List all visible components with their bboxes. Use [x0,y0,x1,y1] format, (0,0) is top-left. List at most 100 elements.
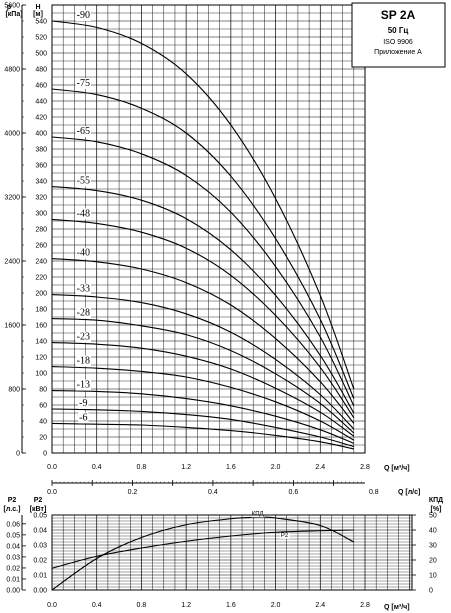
head-curve-label-bg [75,208,91,220]
head-curve-label: -28 [77,308,90,319]
head-curve [51,366,355,441]
pump-frequency: 50 Гц [388,26,409,35]
eff-tick-label: 10 [429,573,437,580]
h-tick-label: 160 [35,323,47,330]
head-curve-label-bg [78,398,89,409]
h-tick-label: 20 [39,435,47,442]
q-ls-tick-label: 0.4 [208,489,218,496]
h-tick-label: 400 [35,131,47,138]
pump-annex: Приложение А [374,49,422,56]
head-curve-label-bg [75,175,91,187]
h-tick-label: 200 [35,291,47,298]
h-tick-label: 280 [35,227,47,234]
p2-hp-tick-label: 0.04 [6,543,20,550]
p-tick-label: 4800 [4,67,20,74]
power-curve-label-bg [250,511,265,518]
axis-unit-labels: p [кПа] H [м] Q [м³/ч] Q [л/с] P2 [л.с.]… [4,4,444,611]
eff-tick-label: 30 [429,543,437,550]
h-tick-label: 0 [43,451,47,458]
power-curves: P2 КПД [51,511,355,591]
h-tick-label: 120 [35,355,47,362]
pump-model: SP 2A [381,8,416,22]
p2-hp-tick-label: 0.02 [6,565,20,572]
h-tick-label: 380 [35,147,47,154]
p2-kw-axis-unit: [кВт] [30,506,47,513]
h-tick-label: 220 [35,275,47,282]
head-curve [51,408,354,448]
eff-tick-label: 50 [429,513,437,520]
p-tick-label: 1600 [4,323,20,330]
q-tick-label: 1.6 [226,464,236,471]
head-curve-label-bg [75,78,91,89]
head-curve-label: -65 [77,126,90,137]
q-ls-tick-label: 0.6 [289,489,299,496]
head-curve-label: -18 [77,356,90,367]
q-tick-label: 0.8 [137,602,147,609]
power-curve [51,516,355,591]
head-curves: -90 -75 -65 -55 -48 -40 -33 -28 -23 -18 -13 -9 -6 [51,10,355,450]
q-tick-label: 1.2 [181,464,191,471]
q-ls-tick-label: 0.2 [128,489,138,496]
head-curve [51,294,355,430]
power-curve-label: P2 [281,533,289,539]
h-tick-label: 40 [39,419,47,426]
q-tick-label: 2.8 [360,464,370,471]
head-grid [51,4,366,454]
h-tick-label: 100 [35,371,47,378]
q-ls-axis-label: Q [л/с] [398,489,420,496]
p-axis-symbol: p [7,4,11,11]
p2-hp-axis-symbol: P2 [8,497,17,504]
q-tick-label: 0.4 [92,602,102,609]
pump-standard: ISO 9906 [383,39,413,46]
head-curve-label: -6 [79,412,87,423]
head-curve [51,258,355,424]
head-curve-label-bg [75,126,91,137]
head-curve-label-bg [75,331,91,343]
h-tick-label: 360 [35,163,47,170]
head-curve-label: -33 [77,284,90,295]
head-curve-label: -55 [77,176,90,187]
p2-kw-tick-label: 0.02 [33,558,47,565]
power-grid [51,514,412,591]
q-tick-label: 2.4 [315,602,325,609]
head-curve-label: -90 [77,10,90,21]
h-tick-label: 80 [39,387,47,394]
q-tick-label: 2.4 [315,464,325,471]
h-tick-label: 140 [35,339,47,346]
head-curve [51,218,355,419]
head-curve-label: -9 [79,398,87,409]
h-tick-label: 500 [35,51,47,58]
head-curve [51,318,355,434]
h-tick-label: 260 [35,243,47,250]
head-curve-label: -40 [77,248,90,259]
q-tick-label: 0.0 [47,464,57,471]
head-curve-label: -13 [77,380,90,391]
q-tick-label: 1.6 [226,602,236,609]
eff-tick-label: 40 [429,528,437,535]
eff-tick-label: 0 [429,588,433,595]
p2-hp-tick-label: 0.06 [6,521,20,528]
p-tick-label: 800 [8,387,20,394]
q-tick-label: 2.8 [360,602,370,609]
q-m3h-bottom-axis-label: Q [м³/ч] [384,604,410,611]
p2-kw-tick-label: 0.01 [33,573,47,580]
h-tick-label: 460 [35,83,47,90]
power-curve [51,529,354,569]
power-curve-label: КПД [252,511,264,517]
head-curve-label-bg [78,412,89,424]
pump-info-box: SP 2A 50 Гц ISO 9906 Приложение А [351,2,446,68]
head-curve-label: -48 [77,208,90,219]
h-tick-label: 60 [39,403,47,410]
p2-hp-tick-label: 0.01 [6,576,20,583]
p2-kw-tick-label: 0.05 [33,513,47,520]
head-curve-label: -75 [77,78,90,89]
head-curve [51,88,355,399]
p-tick-label: 0 [16,451,20,458]
h-tick-label: 480 [35,67,47,74]
head-curve-label-bg [75,247,91,259]
q-tick-label: 1.2 [181,602,191,609]
p2-hp-tick-label: 0.00 [6,588,20,595]
p2-hp-axis-unit: [л.с.] [4,506,21,513]
h-tick-label: 420 [35,115,47,122]
